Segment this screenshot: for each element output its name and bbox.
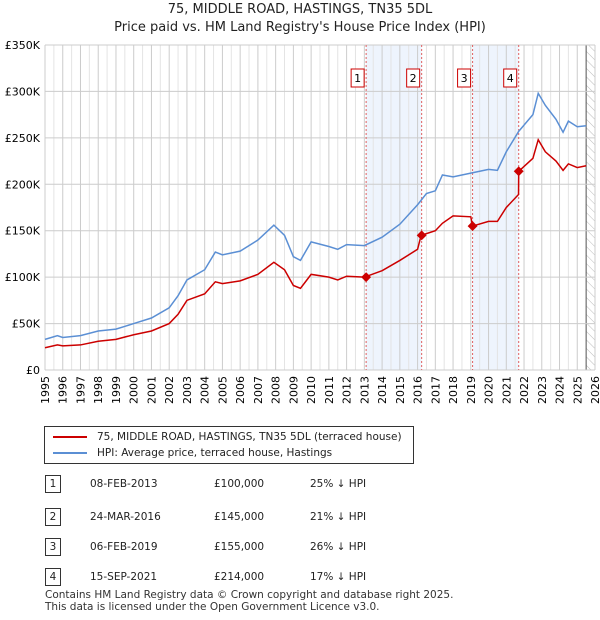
transaction-number: 4 [45, 568, 61, 586]
x-tick-label: 2011 [323, 376, 336, 404]
x-tick-label: 2006 [234, 376, 247, 404]
transaction-row: 1 08-FEB-2013 £100,000 25% ↓ HPI [0, 475, 600, 495]
x-tick-label: 2019 [465, 376, 478, 404]
y-tick-label: £0 [26, 364, 40, 377]
transaction-date: 06-FEB-2019 [90, 541, 158, 553]
transaction-number: 2 [45, 508, 61, 526]
x-tick-label: 2016 [412, 376, 425, 404]
x-tick-label: 2018 [447, 376, 460, 404]
transaction-hpi: 25% ↓ HPI [310, 478, 367, 490]
x-tick-label: 1996 [57, 376, 70, 404]
x-tick-label: 2025 [571, 376, 584, 404]
x-tick-label: 2010 [305, 376, 318, 404]
footer: Contains HM Land Registry data © Crown c… [45, 589, 453, 613]
transaction-price: £214,000 [214, 571, 265, 583]
sale-period-shading [472, 45, 519, 370]
y-tick-label: £150K [5, 225, 41, 238]
x-tick-label: 2004 [199, 376, 212, 404]
x-tick-label: 2005 [216, 376, 229, 404]
x-tick-label: 2009 [287, 376, 300, 404]
hpi-line [44, 91, 587, 341]
transaction-row: 4 15-SEP-2021 £214,000 17% ↓ HPI [0, 568, 600, 588]
y-tick-label: £100K [5, 271, 41, 284]
y-tick-label: £200K [5, 178, 41, 191]
x-tick-label: 2012 [341, 376, 354, 404]
legend-hpi: HPI: Average price, terraced house, Hast… [97, 447, 333, 459]
y-tick-label: £350K [5, 39, 41, 52]
legend-swatch-property [53, 436, 87, 438]
y-tick-label: £300K [5, 85, 41, 98]
transaction-price: £155,000 [214, 541, 265, 553]
chart-title: 75, MIDDLE ROAD, HASTINGS, TN35 5DL [167, 2, 433, 17]
x-tick-label: 2001 [145, 376, 158, 404]
sale-label: 1 [354, 72, 361, 85]
sale-point [513, 166, 524, 177]
sale-label-box [457, 68, 472, 88]
x-tick-label: 2017 [429, 376, 442, 404]
sale-label-box [406, 68, 421, 88]
legend-swatch-hpi [53, 452, 87, 454]
x-tick-label: 2022 [518, 376, 531, 404]
transaction-row: 3 06-FEB-2019 £155,000 26% ↓ HPI [0, 538, 600, 558]
x-tick-label: 2021 [500, 376, 513, 404]
x-tick-label: 2013 [358, 376, 371, 404]
x-tick-label: 2014 [376, 376, 389, 404]
forecast-hatch [586, 45, 595, 370]
transaction-row: 2 24-MAR-2016 £145,000 21% ↓ HPI [0, 508, 600, 528]
x-tick-label: 2020 [483, 376, 496, 404]
sale-label-box [350, 68, 365, 88]
transaction-number: 1 [45, 475, 61, 493]
x-tick-label: 2002 [163, 376, 176, 404]
x-tick-label: 2024 [554, 376, 567, 404]
sale-period-shading [366, 45, 422, 370]
x-tick-label: 1995 [39, 376, 52, 404]
sale-label: 4 [507, 72, 514, 85]
transaction-price: £145,000 [214, 511, 265, 523]
x-tick-label: 2026 [589, 376, 600, 404]
x-tick-label: 2023 [536, 376, 549, 404]
property-price-line [44, 137, 587, 349]
transaction-hpi: 21% ↓ HPI [310, 511, 367, 523]
sale-point [416, 230, 427, 241]
x-tick-label: 1997 [74, 376, 87, 404]
transaction-number: 3 [45, 538, 61, 556]
chart-subtitle: Price paid vs. HM Land Registry's House … [114, 20, 486, 35]
legend: 75, MIDDLE ROAD, HASTINGS, TN35 5DL (ter… [44, 426, 414, 464]
footer-line2: This data is licensed under the Open Gov… [45, 601, 380, 613]
transaction-hpi: 17% ↓ HPI [310, 571, 367, 583]
sale-point [467, 221, 478, 232]
sale-label: 2 [410, 72, 417, 85]
x-tick-label: 1998 [92, 376, 105, 404]
x-tick-label: 2015 [394, 376, 407, 404]
legend-property: 75, MIDDLE ROAD, HASTINGS, TN35 5DL (ter… [97, 431, 402, 443]
transaction-date: 15-SEP-2021 [90, 571, 158, 583]
y-tick-label: £50K [12, 318, 41, 331]
sale-point [361, 272, 372, 283]
transaction-price: £100,000 [214, 478, 265, 490]
x-tick-label: 2003 [181, 376, 194, 404]
x-tick-label: 2007 [252, 376, 265, 404]
y-tick-label: £250K [5, 132, 41, 145]
price-chart: 1995 1996 1997 1998 1999 2000 2001 2002 2003 2004… [5, 39, 600, 404]
transaction-hpi: 26% ↓ HPI [310, 541, 367, 553]
transaction-date: 24-MAR-2016 [90, 511, 161, 523]
x-tick-label: 2000 [128, 376, 141, 404]
x-tick-label: 1999 [110, 376, 123, 404]
footer-line1: Contains HM Land Registry data © Crown c… [45, 589, 454, 601]
sale-label: 3 [461, 72, 468, 85]
sale-label-box [503, 68, 518, 88]
transaction-date: 08-FEB-2013 [90, 478, 158, 490]
x-tick-label: 2008 [270, 376, 283, 404]
